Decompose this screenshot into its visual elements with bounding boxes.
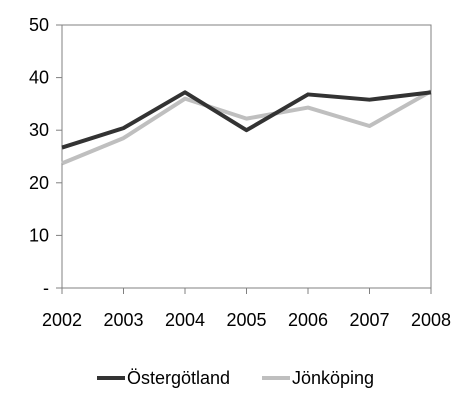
series-line-1: [61, 90, 432, 150]
legend-label: Jönköping: [292, 368, 374, 388]
x-tick-label: 2006: [288, 310, 328, 330]
plot-area: [61, 24, 432, 289]
series-lines: [61, 89, 432, 166]
x-tick-label: 2002: [42, 310, 82, 330]
legend: Östergötland Jönköping: [97, 368, 374, 388]
y-tick-label: -: [43, 278, 49, 298]
x-tick-label: 2008: [411, 310, 451, 330]
x-tick-label: 2005: [226, 310, 266, 330]
x-axis-ticks: 2002 2003 2004 2005 2006 2007 2008: [42, 288, 451, 330]
y-tick-label: 30: [29, 120, 49, 140]
legend-label: Östergötland: [127, 368, 230, 388]
y-tick-label: 10: [29, 225, 49, 245]
x-tick-label: 2004: [165, 310, 205, 330]
y-tick-label: 50: [29, 15, 49, 35]
y-tick-label: 40: [29, 68, 49, 88]
series-line-2: [61, 89, 432, 166]
x-tick-label: 2003: [103, 310, 143, 330]
x-tick-label: 2007: [349, 310, 389, 330]
y-axis-ticks: - 10 20 30 40 50: [29, 15, 62, 298]
y-tick-label: 20: [29, 173, 49, 193]
